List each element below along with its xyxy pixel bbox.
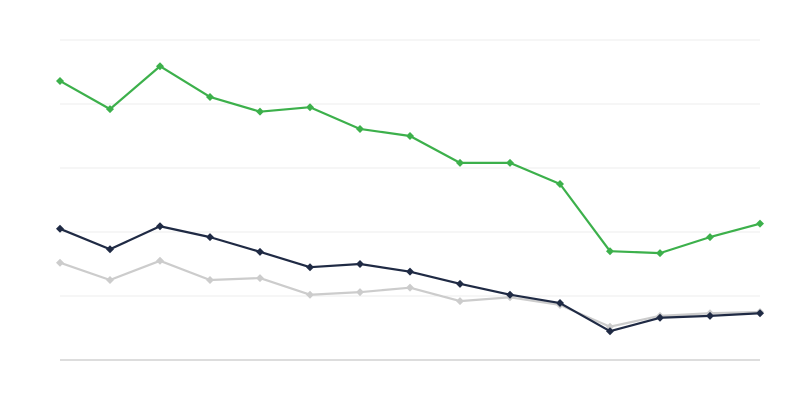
point-marker: [306, 103, 314, 112]
point-marker: [456, 279, 464, 288]
point-marker: [106, 245, 114, 254]
series-line: [59, 225, 761, 333]
point-marker: [556, 180, 564, 188]
point-marker: [256, 107, 264, 116]
point-marker: [256, 274, 264, 283]
point-marker: [206, 92, 214, 101]
point-marker: [556, 299, 564, 308]
point-marker: [356, 288, 364, 297]
point-marker: [356, 124, 364, 133]
point-marker: [256, 247, 264, 256]
point-marker: [206, 276, 214, 284]
point-marker: [306, 290, 314, 299]
point-marker: [56, 258, 64, 267]
point-marker: [406, 132, 414, 140]
series-line: [59, 65, 761, 255]
point-marker: [306, 263, 314, 272]
point-marker: [156, 222, 164, 231]
point-marker: [406, 267, 414, 276]
point-marker: [206, 233, 214, 242]
point-marker: [706, 311, 714, 320]
point-marker: [456, 158, 464, 167]
point-marker: [606, 247, 614, 256]
point-marker: [606, 322, 614, 331]
point-marker: [656, 249, 664, 258]
point-marker: [506, 158, 514, 167]
point-marker: [406, 283, 414, 292]
point-marker: [756, 219, 764, 228]
point-marker: [356, 260, 364, 268]
point-marker: [156, 62, 164, 71]
point-marker: [756, 309, 764, 318]
point-marker: [656, 313, 664, 322]
point-marker: [706, 233, 714, 242]
point-marker: [156, 256, 164, 265]
point-marker: [506, 290, 514, 299]
point-marker: [106, 105, 114, 114]
point-marker: [56, 224, 64, 233]
point-marker: [56, 76, 64, 85]
point-marker: [456, 297, 464, 306]
point-marker: [606, 327, 614, 336]
point-marker: [106, 276, 114, 284]
